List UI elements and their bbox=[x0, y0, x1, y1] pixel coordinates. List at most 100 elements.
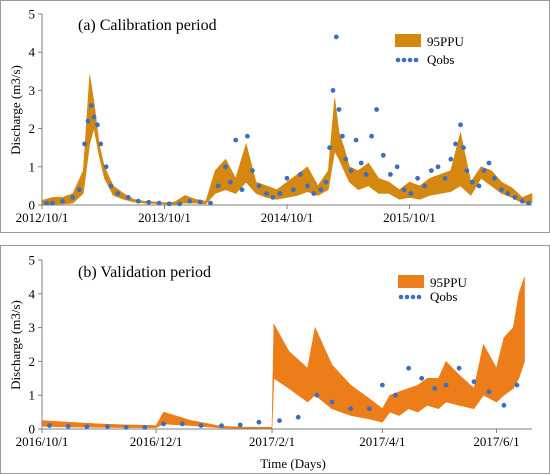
validation-x-tick-label: 2017/6/1 bbox=[473, 434, 519, 449]
validation-x-tick-label: 2017/2/1 bbox=[249, 434, 295, 449]
calibration-qobs-point bbox=[327, 145, 332, 151]
calibration-qobs-point bbox=[394, 164, 400, 170]
calibration-qobs-point bbox=[505, 191, 511, 196]
legend-qobs-label: Qobs bbox=[427, 52, 454, 67]
calibration-qobs-point bbox=[469, 179, 475, 185]
calibration-qobs-point bbox=[270, 195, 276, 200]
calibration-qobs-point bbox=[76, 187, 82, 193]
validation-qobs-point bbox=[380, 382, 385, 388]
validation-y-tick-label: 2 bbox=[29, 354, 36, 369]
calibration-y-tick-label: 2 bbox=[29, 121, 36, 136]
calibration-95ppu-band bbox=[41, 75, 533, 205]
validation-plot-area: 0 1 2 3 4 5 2016/10/1 2016/12/1 2017/2/1 2017/4/1… bbox=[16, 253, 532, 449]
validation-qobs-point bbox=[443, 382, 449, 388]
calibration-qobs-point bbox=[323, 179, 329, 185]
calibration-qobs-point bbox=[461, 145, 466, 151]
calibration-qobs-point bbox=[408, 191, 414, 196]
calibration-qobs-point bbox=[125, 195, 131, 200]
validation-qobs-point bbox=[393, 392, 398, 398]
calibration-y-tick-label: 4 bbox=[29, 45, 36, 60]
calibration-x-tick-label: 2013/10/1 bbox=[138, 210, 191, 225]
legend-qobs-marker bbox=[395, 57, 419, 63]
calibration-qobs-point bbox=[481, 168, 487, 174]
validation-y-tick-label: 4 bbox=[29, 286, 36, 301]
calibration-qobs-point bbox=[70, 195, 76, 200]
calibration-qobs-point bbox=[245, 133, 250, 139]
calibration-qobs-point bbox=[156, 200, 162, 206]
calibration-qobs-point bbox=[363, 172, 369, 177]
validation-qobs-point bbox=[406, 365, 411, 371]
calibration-qobs-point bbox=[284, 175, 290, 181]
calibration-qobs-point bbox=[85, 118, 91, 124]
validation-y-axis-label: Discharge (m3/s) bbox=[8, 300, 23, 390]
calibration-qobs-point bbox=[223, 164, 229, 170]
calibration-qobs-point bbox=[108, 183, 114, 189]
validation-qobs-point bbox=[161, 421, 167, 427]
validation-qobs-point bbox=[456, 365, 462, 371]
calibration-qobs-point bbox=[91, 114, 97, 120]
legend-95ppu-swatch bbox=[395, 34, 421, 47]
legend-qobs-marker-b bbox=[398, 294, 422, 300]
validation-chart-title: (b) Validation period bbox=[78, 264, 211, 281]
calibration-qobs-point bbox=[88, 103, 94, 109]
calibration-y-tick-label: 3 bbox=[29, 83, 36, 98]
calibration-qobs-point bbox=[95, 122, 100, 128]
calibration-qobs-point bbox=[442, 175, 448, 181]
legend-95ppu-label: 95PPU bbox=[427, 34, 464, 49]
calibration-qobs-point bbox=[401, 187, 407, 193]
calibration-qobs-point bbox=[519, 198, 525, 204]
validation-x-tick-label: 2016/12/1 bbox=[130, 434, 183, 449]
validation-qobs-point bbox=[142, 424, 148, 430]
validation-y-tick-label: 0 bbox=[29, 422, 36, 437]
calibration-qobs-point bbox=[305, 183, 310, 189]
calibration-qobs-point bbox=[374, 107, 379, 112]
calibration-legend: 95PPU Qobs bbox=[395, 34, 464, 67]
validation-qobs-point bbox=[84, 424, 90, 429]
calibration-qobs-point bbox=[264, 191, 269, 196]
validation-qobs-point bbox=[256, 419, 262, 425]
validation-legend: 95PPU Qobs bbox=[398, 275, 467, 304]
calibration-x-tick-label: 2012/10/1 bbox=[16, 210, 69, 225]
calibration-chart: (a) Calibration period Discharge (m3/s) … bbox=[0, 0, 550, 233]
validation-y-tick-label: 3 bbox=[29, 320, 36, 335]
calibration-qobs-point bbox=[50, 200, 55, 206]
calibration-qobs-point bbox=[453, 141, 458, 147]
validation-qobs-point bbox=[179, 421, 185, 427]
validation-qobs-point bbox=[366, 406, 372, 412]
calibration-qobs-point bbox=[215, 183, 221, 189]
validation-qobs-point bbox=[348, 406, 353, 412]
validation-qobs-point bbox=[123, 424, 129, 430]
calibration-qobs-point bbox=[330, 88, 336, 93]
legend-95ppu-label-b: 95PPU bbox=[430, 275, 467, 290]
calibration-qobs-point bbox=[227, 179, 233, 185]
calibration-qobs-point bbox=[135, 198, 141, 204]
calibration-qobs-point bbox=[388, 172, 393, 177]
calibration-qobs-point bbox=[115, 191, 121, 196]
calibration-qobs-point bbox=[291, 187, 296, 193]
calibration-qobs-point bbox=[486, 160, 492, 166]
legend-95ppu-swatch-b bbox=[398, 275, 424, 288]
validation-qobs-point bbox=[329, 399, 335, 405]
validation-qobs-point bbox=[514, 382, 520, 388]
validation-qobs-point bbox=[47, 423, 52, 428]
validation-qobs-point bbox=[295, 414, 301, 420]
calibration-qobs-point bbox=[428, 168, 434, 174]
validation-qobs-point bbox=[105, 424, 110, 429]
validation-qobs-point bbox=[65, 423, 71, 429]
calibration-qobs-point bbox=[256, 183, 262, 189]
calibration-qobs-point bbox=[177, 201, 183, 207]
calibration-qobs-point bbox=[146, 199, 152, 205]
calibration-qobs-point bbox=[358, 160, 364, 166]
calibration-qobs-point bbox=[348, 168, 354, 174]
legend-qobs-label-b: Qobs bbox=[430, 289, 457, 304]
calibration-qobs-point bbox=[103, 164, 109, 170]
calibration-qobs-point bbox=[492, 175, 497, 181]
calibration-qobs-point bbox=[277, 191, 283, 196]
calibration-qobs-point bbox=[44, 200, 50, 206]
calibration-qobs-point bbox=[250, 168, 255, 174]
validation-x-axis-label: Time (Days) bbox=[260, 456, 326, 471]
validation-qobs-point bbox=[198, 423, 204, 428]
calibration-qobs-point bbox=[336, 107, 342, 112]
calibration-qobs-point bbox=[499, 187, 504, 193]
